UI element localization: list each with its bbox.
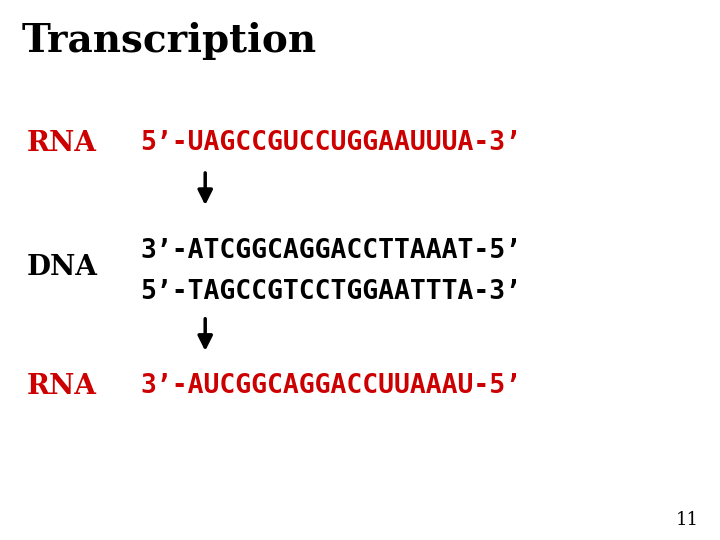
Text: 11: 11 [675,511,698,529]
Text: 3’-AUCGGCAGGACCUUAAAU-5’: 3’-AUCGGCAGGACCUUAAAU-5’ [140,373,521,399]
Text: RNA: RNA [27,373,97,400]
Text: RNA: RNA [27,130,97,157]
Text: DNA: DNA [26,254,97,281]
Text: 5’-UAGCCGUCCUGGAAUUUA-3’: 5’-UAGCCGUCCUGGAAUUUA-3’ [140,130,521,156]
Text: Transcription: Transcription [22,22,317,59]
Text: 3’-ATCGGCAGGACCTTAAAT-5’: 3’-ATCGGCAGGACCTTAAAT-5’ [140,238,521,264]
Text: 5’-TAGCCGTCCTGGAATTTA-3’: 5’-TAGCCGTCCTGGAATTTA-3’ [140,279,521,305]
